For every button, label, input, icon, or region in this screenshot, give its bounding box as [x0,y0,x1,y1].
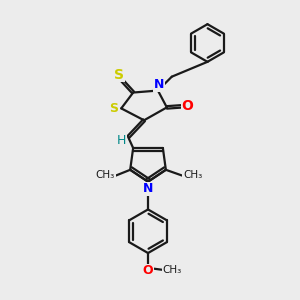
Text: S: S [109,102,118,115]
Text: CH₃: CH₃ [96,170,115,180]
Text: CH₃: CH₃ [183,170,202,180]
Text: N: N [154,78,164,91]
Text: N: N [143,182,153,195]
Text: S: S [114,68,124,82]
Text: H: H [117,134,126,147]
Text: O: O [182,99,194,113]
Text: CH₃: CH₃ [162,265,182,275]
Text: O: O [143,264,153,278]
